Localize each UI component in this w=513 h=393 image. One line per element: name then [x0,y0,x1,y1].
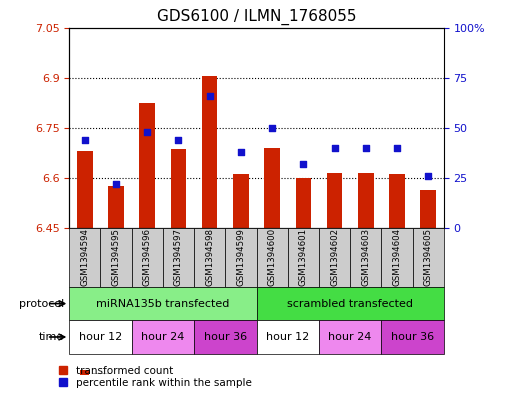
Point [362,145,370,151]
Text: hour 36: hour 36 [391,332,434,342]
FancyBboxPatch shape [381,228,412,287]
FancyBboxPatch shape [319,228,350,287]
Point [112,181,120,187]
Bar [233,174,249,228]
Point [299,161,307,167]
Text: hour 12: hour 12 [266,332,309,342]
Bar [420,189,436,228]
Text: GSM1394598: GSM1394598 [205,228,214,286]
Point [424,173,432,179]
FancyBboxPatch shape [69,228,101,287]
Bar [108,186,124,228]
Text: GSM1394595: GSM1394595 [111,228,121,286]
FancyBboxPatch shape [256,228,288,287]
FancyBboxPatch shape [132,228,163,287]
Bar [140,103,155,228]
FancyBboxPatch shape [163,228,194,287]
Text: miRNA135b transfected: miRNA135b transfected [96,299,229,309]
Bar [264,148,280,228]
FancyBboxPatch shape [69,320,132,354]
FancyBboxPatch shape [288,228,319,287]
Text: hour 24: hour 24 [328,332,372,342]
Text: hour 24: hour 24 [141,332,185,342]
Bar [327,173,342,228]
FancyBboxPatch shape [256,287,444,320]
FancyBboxPatch shape [101,228,132,287]
Text: GSM1394597: GSM1394597 [174,228,183,286]
Text: GSM1394603: GSM1394603 [361,228,370,286]
Text: scrambled transfected: scrambled transfected [287,299,413,309]
Text: GSM1394594: GSM1394594 [81,228,89,286]
Point [237,149,245,155]
Point [330,145,339,151]
Text: GSM1394599: GSM1394599 [236,228,245,286]
Bar [295,178,311,228]
Bar [202,76,218,228]
Bar [389,174,405,228]
Point [174,137,183,143]
Text: hour 36: hour 36 [204,332,247,342]
FancyBboxPatch shape [194,320,256,354]
FancyBboxPatch shape [225,228,256,287]
Text: protocol: protocol [19,299,64,309]
Text: GDS6100 / ILMN_1768055: GDS6100 / ILMN_1768055 [93,372,111,374]
Text: hour 12: hour 12 [79,332,122,342]
Point [206,92,214,99]
Text: GSM1394601: GSM1394601 [299,228,308,286]
Text: GSM1394596: GSM1394596 [143,228,152,286]
Point [268,125,276,131]
FancyBboxPatch shape [132,320,194,354]
FancyBboxPatch shape [319,320,381,354]
FancyBboxPatch shape [350,228,381,287]
Bar [171,149,186,228]
FancyBboxPatch shape [256,320,319,354]
Point [393,145,401,151]
Legend: transformed count, percentile rank within the sample: transformed count, percentile rank withi… [59,366,251,388]
Title: GDS6100 / ILMN_1768055: GDS6100 / ILMN_1768055 [157,9,356,25]
Text: time: time [39,332,64,342]
Text: GSM1394600: GSM1394600 [268,228,277,286]
FancyBboxPatch shape [194,228,225,287]
Text: GSM1394605: GSM1394605 [424,228,432,286]
Bar [77,151,93,228]
FancyBboxPatch shape [381,320,444,354]
Point [143,129,151,135]
Point [81,137,89,143]
Bar [358,173,373,228]
FancyBboxPatch shape [412,228,444,287]
Text: GSM1394604: GSM1394604 [392,228,402,286]
FancyBboxPatch shape [69,287,256,320]
Text: GSM1394602: GSM1394602 [330,228,339,286]
